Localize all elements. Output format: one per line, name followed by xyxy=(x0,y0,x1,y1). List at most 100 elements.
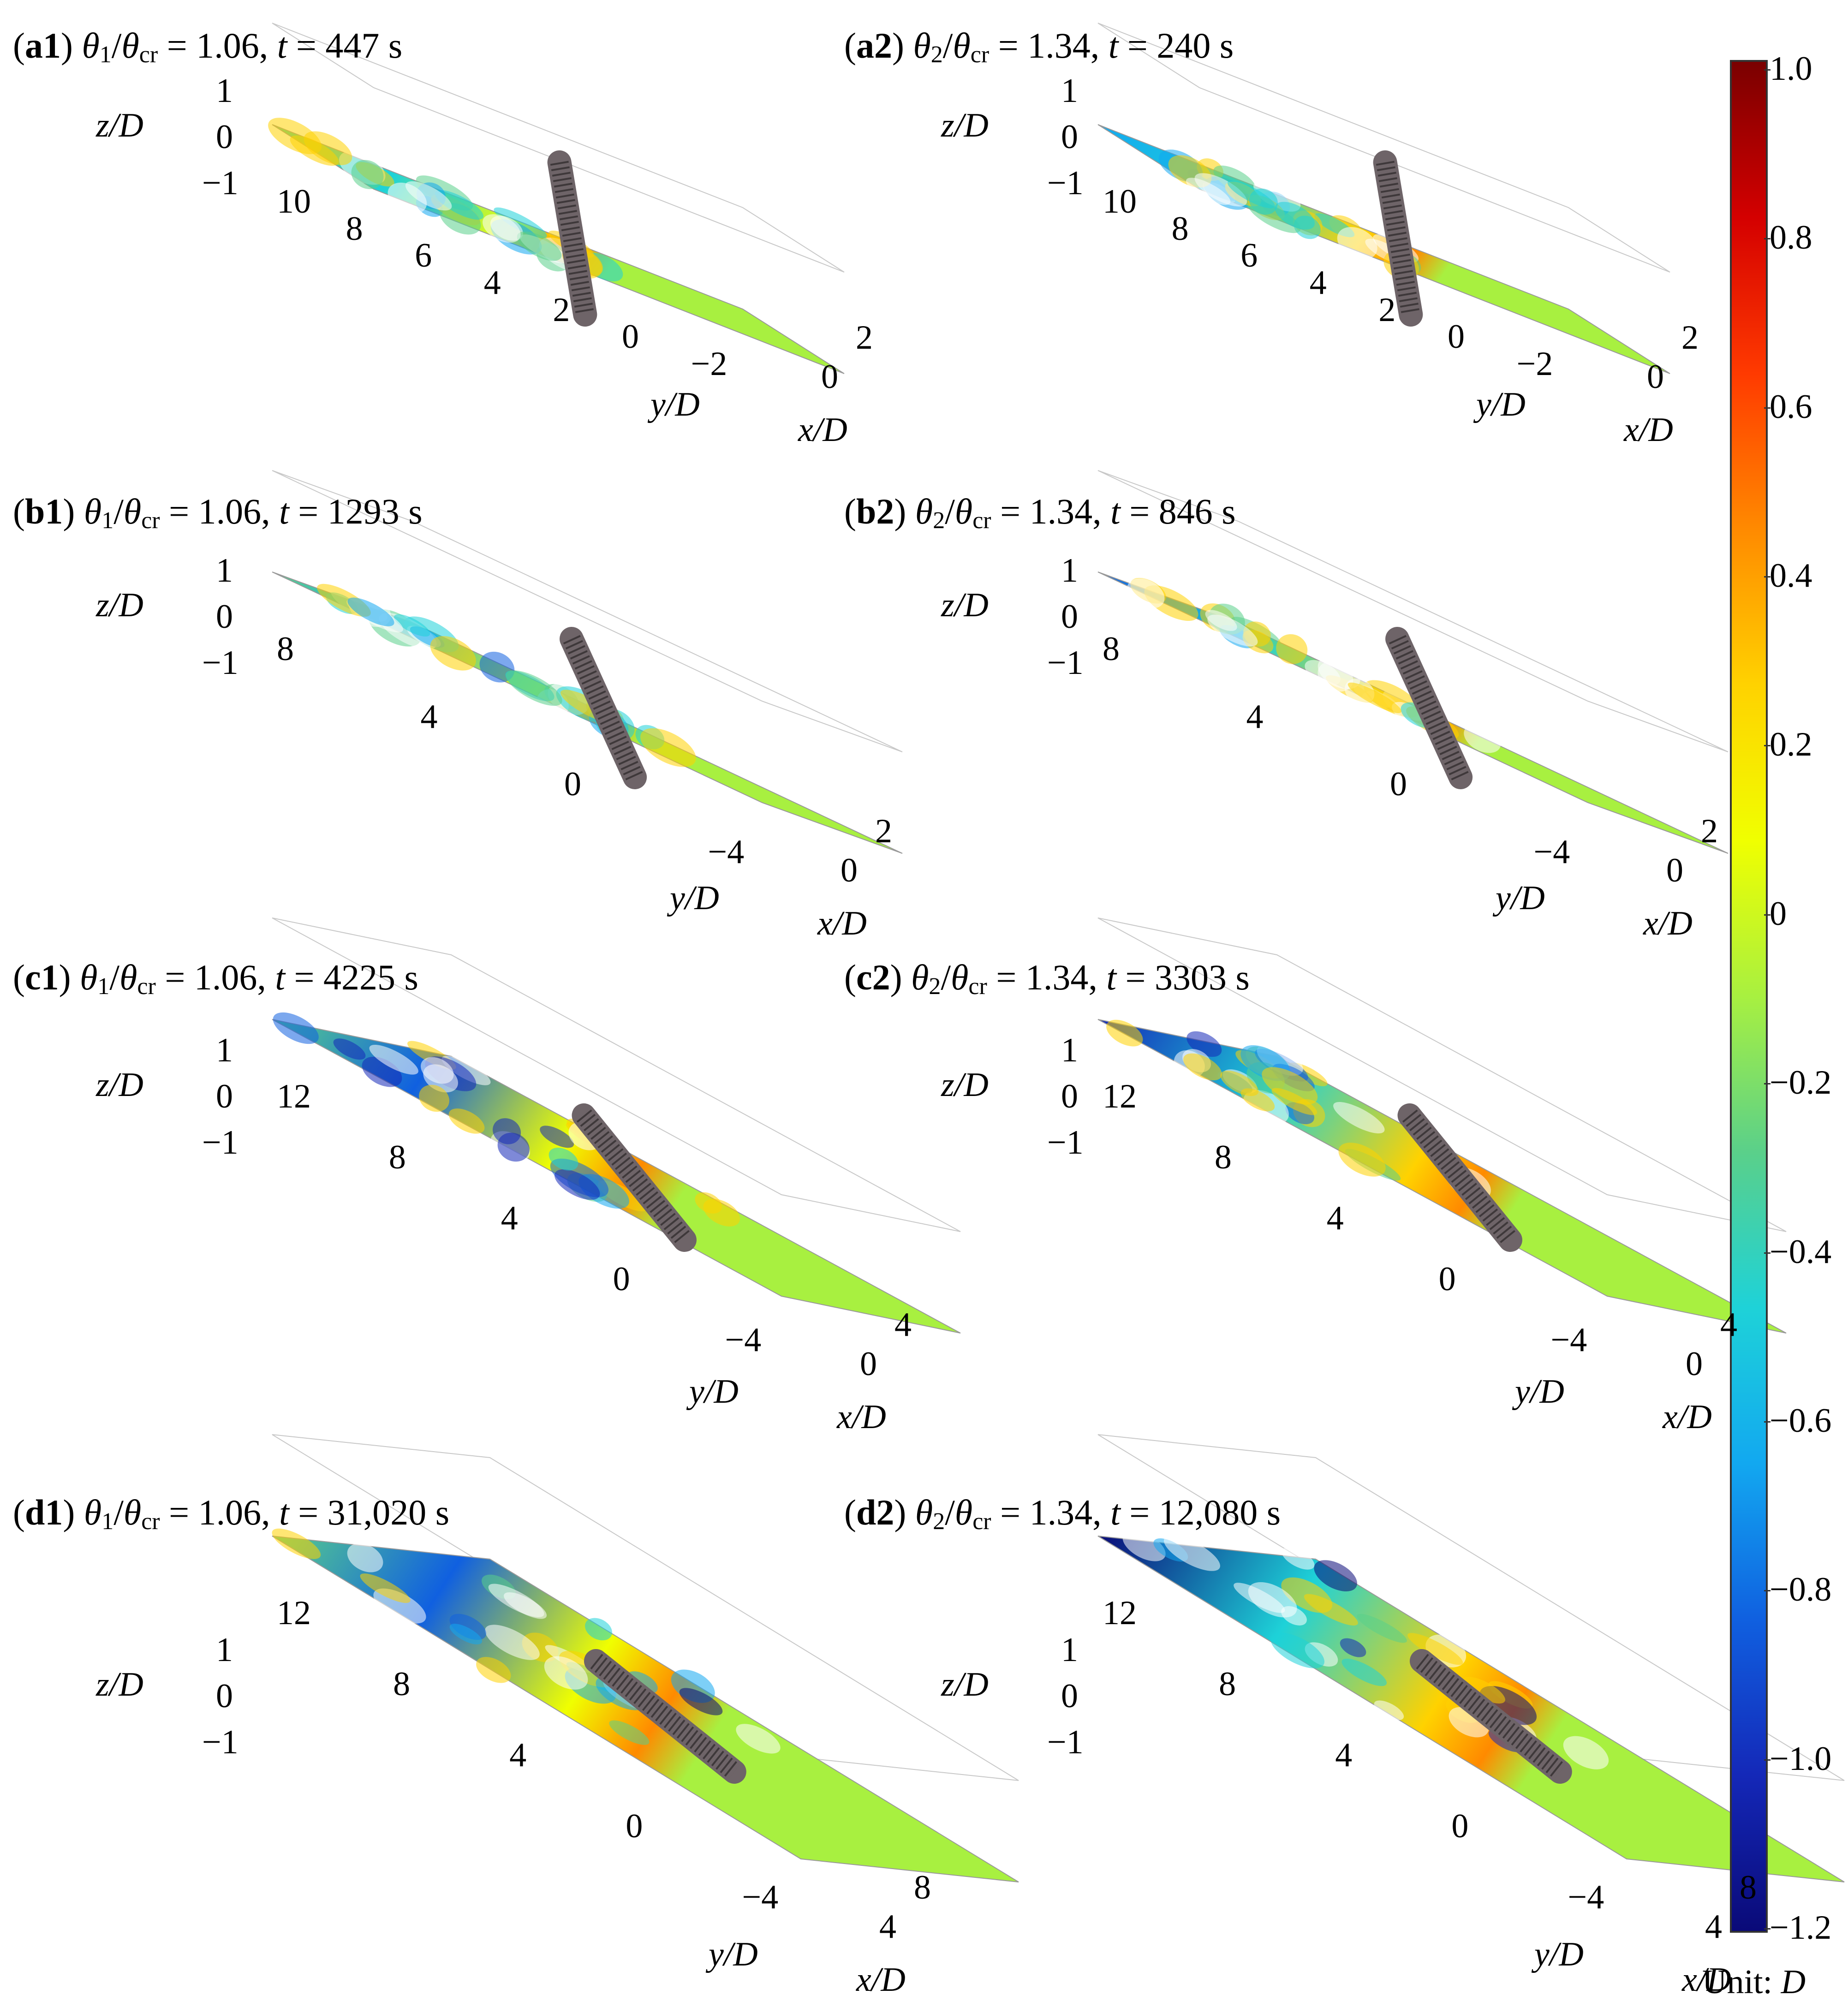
scour-ripple xyxy=(347,597,394,626)
theta-symbol: θ xyxy=(83,491,102,531)
scour-ripple xyxy=(494,207,547,238)
y-tick-label: 8 xyxy=(346,209,363,248)
scour-ripple xyxy=(333,1038,366,1060)
scour-ripple xyxy=(373,1588,426,1624)
y-axis-denom: /D xyxy=(685,879,719,917)
x-tick-label: 4 xyxy=(894,1306,912,1344)
elapsed-time: = 240 s xyxy=(1127,25,1234,66)
theta-symbol: θ xyxy=(953,25,971,66)
y-tick-label: −4 xyxy=(1533,833,1570,871)
time-symbol: t xyxy=(279,1492,289,1532)
colorbar-tick-label: −1.2 xyxy=(1770,1909,1832,1947)
y-tick-label: 4 xyxy=(509,1736,527,1774)
theta-symbol: θ xyxy=(119,957,137,997)
y-tick-label: 4 xyxy=(483,264,501,302)
y-axis-denom: /D xyxy=(1510,879,1545,917)
theta-symbol: θ xyxy=(954,491,973,531)
scour-ripple xyxy=(351,160,384,190)
y-tick-label: 8 xyxy=(277,630,294,668)
y-tick-label: 12 xyxy=(1103,1078,1137,1115)
y-axis-label: y/D xyxy=(689,1375,739,1409)
panel-tag: b1 xyxy=(24,491,63,531)
theta-cr-subscript: cr xyxy=(968,973,987,1000)
z-tick-label: 1 xyxy=(1061,1631,1078,1669)
shields-ratio: = 1.06, xyxy=(165,957,266,997)
colorbar-tick-label: 0.6 xyxy=(1770,387,1812,426)
colorbar-tick-mark xyxy=(1764,407,1771,409)
time-symbol: t xyxy=(1108,25,1119,66)
y-tick-label: −4 xyxy=(742,1878,779,1916)
y-axis-label: y/D xyxy=(709,1937,758,1971)
theta-subscript: 2 xyxy=(933,1508,945,1535)
y-tick-label: 12 xyxy=(277,1078,311,1115)
scour-ripple xyxy=(1462,1677,1505,1704)
panel-tag: d1 xyxy=(24,1492,63,1532)
scour-ripple xyxy=(1340,1638,1366,1657)
y-axis-label: y/D xyxy=(1534,1937,1584,1971)
y-tick-label: 8 xyxy=(388,1138,406,1176)
z-tick-label: −1 xyxy=(1047,644,1084,682)
z-tick-label: 1 xyxy=(1061,552,1078,590)
surface-plot-a1 xyxy=(268,23,845,374)
y-axis-denom: /D xyxy=(1491,386,1526,423)
surface-plot-b2 xyxy=(1097,470,1729,854)
colorbar-tick-mark xyxy=(1764,745,1771,747)
panel-tag: a2 xyxy=(856,25,892,66)
z-tick-label: 0 xyxy=(1061,118,1078,156)
theta-symbol: θ xyxy=(123,491,142,531)
scour-ripple xyxy=(1183,1053,1222,1081)
theta-cr-subscript: cr xyxy=(141,1508,160,1535)
z-tick-label: −1 xyxy=(202,1723,238,1761)
x-axis-var: x xyxy=(1624,411,1639,449)
time-symbol: t xyxy=(1110,1492,1121,1532)
colorbar-tick-mark xyxy=(1764,238,1771,240)
scour-ripple xyxy=(360,1573,411,1603)
pipe-hatching xyxy=(550,161,595,316)
z-tick-label: −1 xyxy=(1047,164,1084,202)
theta-symbol: θ xyxy=(82,25,100,66)
scour-ripple xyxy=(273,1012,319,1044)
shields-ratio: = 1.34, xyxy=(996,957,1097,997)
scour-ripple xyxy=(369,1044,418,1075)
x-tick-label: 2 xyxy=(1701,812,1718,850)
scour-ripple xyxy=(476,1657,511,1683)
y-tick-label: −2 xyxy=(1516,345,1553,383)
scour-ripple xyxy=(1270,1632,1324,1668)
panel-tag: b2 xyxy=(856,491,894,531)
scour-ripple xyxy=(1374,1700,1404,1721)
x-axis-denom: /D xyxy=(852,1398,886,1436)
colorbar-tick-label: −0.2 xyxy=(1770,1064,1832,1102)
z-axis-label: z/D xyxy=(96,588,143,622)
time-symbol: t xyxy=(1110,491,1121,531)
y-axis-label: y/D xyxy=(1515,1375,1564,1409)
scour-ripple xyxy=(1464,724,1501,753)
elapsed-time: = 3303 s xyxy=(1125,957,1250,997)
scour-ripple xyxy=(347,1543,383,1572)
x-tick-label: 4 xyxy=(1705,1908,1722,1946)
y-tick-label: 0 xyxy=(1448,318,1465,356)
surface-plot-b1 xyxy=(272,470,903,854)
time-symbol: t xyxy=(279,491,289,531)
x-tick-label: 0 xyxy=(860,1345,877,1383)
colorbar-unit-label: Unit: D xyxy=(1702,1965,1806,1999)
x-tick-label: 8 xyxy=(1740,1869,1757,1906)
y-axis-var: y xyxy=(650,386,666,423)
scour-ripple xyxy=(736,1724,781,1754)
colorbar-tick-label: 1.0 xyxy=(1770,50,1812,88)
shields-ratio: = 1.34, xyxy=(1000,1492,1102,1532)
elapsed-time: = 846 s xyxy=(1129,491,1236,531)
panel-tag: c2 xyxy=(856,957,890,997)
z-tick-label: 0 xyxy=(1061,1078,1078,1115)
colorbar-tick-mark xyxy=(1764,69,1771,71)
axes-frame xyxy=(1097,23,1670,273)
x-axis-label: x/D xyxy=(1624,413,1673,447)
scour-ripple xyxy=(554,1169,600,1200)
scour-ripple xyxy=(394,614,430,637)
x-tick-label: 0 xyxy=(841,852,858,889)
z-tick-label: −1 xyxy=(202,164,238,202)
theta-symbol: θ xyxy=(951,957,969,997)
scour-ripple xyxy=(540,1126,574,1148)
scour-ripple xyxy=(1106,1019,1143,1047)
